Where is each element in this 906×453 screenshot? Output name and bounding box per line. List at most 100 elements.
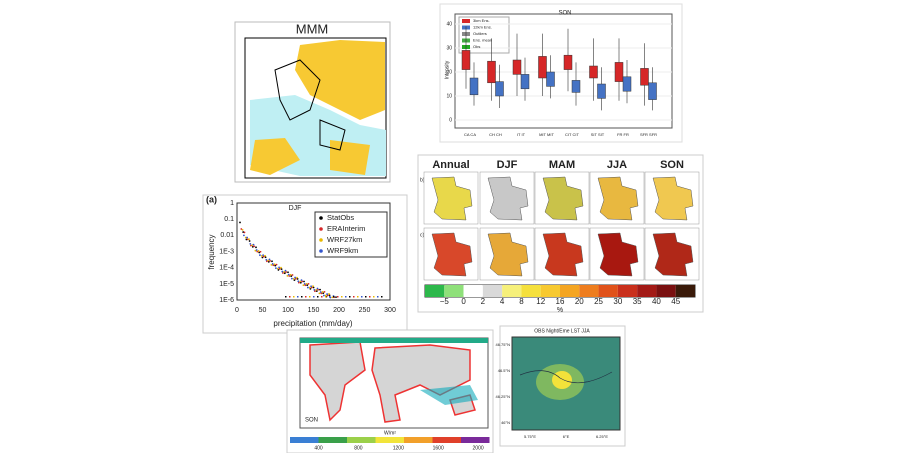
country-shape [652, 232, 694, 277]
legend-label: 12km Ens. [473, 25, 492, 30]
scatter-point [286, 274, 289, 277]
scatter-point [319, 288, 321, 291]
colorbar-segment [461, 437, 490, 443]
scatter-point [244, 236, 247, 239]
y-tick-label: 30 [446, 45, 452, 51]
scatter-point [296, 278, 299, 280]
scatter-point [341, 296, 343, 298]
scatter-point [298, 281, 300, 284]
scatter-point [303, 280, 305, 283]
y-tick-label: 0.1 [224, 216, 234, 223]
scatter-point [294, 276, 296, 279]
scatter-point [309, 296, 311, 298]
legend-label: WRF27km [327, 235, 362, 244]
scatter-point [282, 272, 284, 274]
scatter-point [275, 263, 278, 266]
colorbar-tick-label: 30 [613, 297, 622, 306]
box [640, 68, 649, 86]
x-tick-label: 200 [333, 307, 345, 314]
colorbar-segment [540, 285, 560, 297]
x-tick-label: MIT MIT [539, 132, 554, 137]
scatter-point [299, 280, 302, 283]
box [461, 50, 471, 70]
scatter-point [323, 290, 326, 293]
column-title: SON [660, 159, 684, 171]
colorbar-tick-label: 1200 [393, 445, 404, 451]
scatter-point [246, 236, 249, 239]
scatter-point [300, 279, 303, 282]
colorbar-segment [598, 285, 618, 297]
y-tick-label: 1E-5 [219, 281, 234, 288]
colorbar-segment [432, 437, 461, 443]
scatter-point [291, 277, 293, 280]
scatter-point [373, 296, 375, 298]
scatter-point [289, 273, 292, 276]
country-shape [487, 176, 529, 221]
scatter-point [259, 254, 261, 257]
x-tick-label: SFR SFR [640, 132, 657, 137]
legend-box [314, 211, 388, 258]
colorbar-tick-label: 2 [481, 297, 486, 306]
colorbar-tick-label: 400 [314, 445, 323, 451]
scatter-point [296, 276, 298, 279]
box [512, 59, 522, 75]
scatter-point [329, 296, 331, 298]
scatter-point [301, 296, 303, 298]
scatter-point [293, 279, 296, 281]
colorbar-tick-label: 20 [575, 297, 584, 306]
legend-marker [319, 238, 323, 242]
country-shape [431, 176, 473, 221]
y-tick-label: 0 [449, 117, 452, 123]
map-region [300, 338, 488, 343]
scatter-point [280, 268, 283, 271]
scatter-point [285, 271, 287, 273]
scatter-point [349, 296, 351, 298]
country-shape [542, 176, 584, 221]
legend-label: WRF9km [327, 246, 358, 255]
scatter-point [259, 250, 262, 253]
legend-marker [319, 249, 323, 253]
scatter-point [297, 296, 299, 298]
scatter-point [264, 254, 266, 257]
scatter-point [275, 267, 277, 270]
scatter-point [291, 274, 294, 276]
country-shape [597, 176, 639, 221]
x-tick-label: FR FR [617, 132, 629, 137]
scatter-point [307, 286, 309, 289]
axis-label: frequency [207, 234, 216, 269]
scatter-point [288, 275, 291, 277]
colorbar-segment [444, 285, 464, 297]
colorbar-segment [617, 285, 638, 297]
scatter-point [293, 296, 295, 298]
y-tick-label: 1E-4 [219, 265, 234, 272]
scatter-point [328, 293, 330, 295]
scatter-point [353, 296, 355, 298]
colorbar-tick-label: 2000 [473, 445, 484, 451]
x-tick-label: CH CH [489, 132, 502, 137]
scatter-point [318, 292, 321, 295]
scatter-point [305, 282, 308, 285]
y-tick-label: 1E-6 [219, 297, 234, 304]
legend-swatch [462, 19, 470, 23]
scatter-point [337, 296, 339, 298]
scatter-point [302, 284, 305, 287]
scatter-point [369, 296, 371, 298]
colorbar-segment [675, 285, 695, 297]
scatter-point [361, 296, 363, 298]
y-tick-label: 46°N [501, 420, 510, 425]
map-region [420, 385, 478, 405]
map-region [295, 40, 385, 120]
x-tick-label: 6.25°E [596, 434, 608, 439]
colorbar-segment [318, 437, 347, 443]
scatter-point [281, 270, 284, 273]
scatter-point [321, 291, 324, 293]
scatter-point [277, 269, 280, 271]
scatter-point [243, 234, 245, 237]
box [614, 62, 624, 82]
x-tick-label: IT IT [517, 132, 526, 137]
scatter-point [381, 296, 383, 298]
scatter-point [283, 270, 286, 273]
colorbar-tick-label: 16 [556, 297, 565, 306]
x-tick-label: CIT CIT [565, 132, 579, 137]
scatter-point [308, 286, 311, 289]
